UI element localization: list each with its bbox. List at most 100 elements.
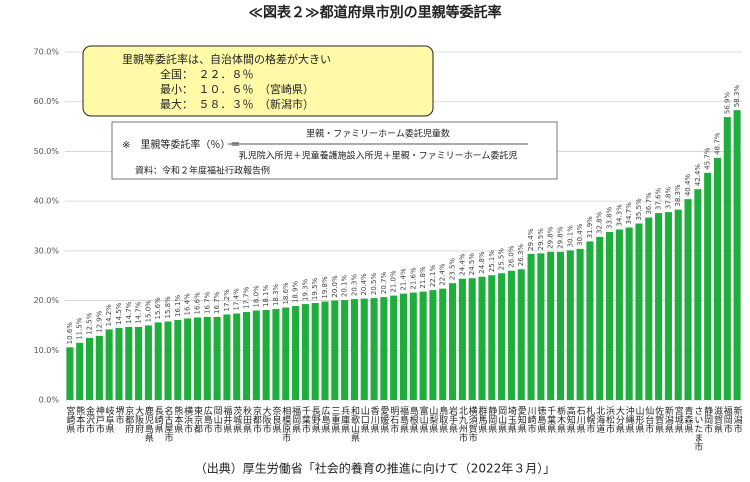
x-tick-label: 高知県 (565, 405, 576, 434)
value-label: 12.9% (95, 310, 103, 333)
x-tick-label: 三重県 (329, 406, 340, 434)
summary-line: 全国： ２２．８％ (160, 67, 254, 81)
bar (174, 319, 182, 400)
x-tick-label: 栃木県 (555, 405, 566, 434)
value-label: 21.4% (400, 268, 408, 291)
bar (380, 297, 388, 400)
value-label: 33.8% (606, 206, 614, 229)
bar (242, 312, 251, 400)
x-tick-label: 山梨県 (427, 406, 438, 434)
bar (625, 227, 633, 400)
x-tick-label: 福岡市 (722, 405, 733, 434)
value-label: 48.7% (713, 132, 721, 155)
value-label: 18.1% (262, 284, 270, 307)
y-tick-label: 70.0% (34, 48, 60, 57)
x-tick-label: 東京都 (192, 405, 203, 434)
bar (203, 316, 211, 400)
x-tick-label: 群馬県 (476, 405, 487, 434)
x-tick-label: 名古屋市 (163, 405, 174, 443)
x-tick-label: 福岡県 (290, 405, 301, 434)
value-label: 14.2% (105, 304, 113, 327)
bar (115, 327, 123, 400)
x-tick-label: 青森県 (683, 405, 694, 434)
value-label: 17.2% (223, 289, 231, 312)
x-tick-label: 愛知県 (516, 405, 527, 434)
bar (184, 318, 192, 400)
formula-numerator: 里親・ファミリーホーム委託児童数 (306, 128, 450, 140)
bar (713, 157, 722, 400)
x-tick-label: 沖縄県 (624, 405, 635, 434)
value-label: 10.6% (66, 322, 74, 345)
x-tick-label: 北九州市 (457, 406, 468, 443)
bar (527, 253, 535, 400)
value-label: 34.7% (625, 202, 633, 225)
y-tick-label: 10.0% (34, 346, 60, 355)
x-tick-label: 鳥取県 (437, 405, 448, 434)
bar (419, 291, 427, 400)
value-label: 22.1% (429, 265, 437, 288)
bar (674, 209, 682, 400)
x-tick-label: 京都市 (251, 405, 262, 434)
bar (301, 304, 309, 400)
value-label: 26.0% (507, 245, 515, 268)
y-tick-label: 20.0% (34, 296, 60, 305)
bar (547, 251, 555, 400)
value-label: 22.4% (439, 263, 447, 286)
x-tick-label: 宮崎県 (64, 405, 75, 434)
value-label: 29.8% (547, 226, 555, 249)
x-tick-label: 横浜市 (182, 405, 193, 434)
x-tick-label: 香川県 (369, 406, 380, 434)
bar (370, 298, 378, 400)
value-label: 16.6% (193, 292, 201, 315)
bar (439, 288, 447, 400)
summary-line: 里親等委託率は、自治体間の格差が大きい (122, 52, 331, 66)
value-label: 23.5% (449, 258, 457, 281)
x-tick-label: 明石市 (388, 406, 399, 434)
bar (449, 283, 457, 400)
y-tick-label: 50.0% (34, 147, 60, 156)
x-tick-label: 新潟県 (663, 405, 674, 434)
value-label: 20.3% (350, 273, 358, 296)
bar (458, 278, 466, 400)
value-label: 21.8% (419, 266, 427, 289)
x-tick-label: 富山県 (418, 405, 429, 434)
x-tick-label: 鹿児島県 (143, 405, 154, 443)
bar (164, 321, 172, 400)
bar (645, 217, 653, 400)
y-tick-label: 40.0% (34, 197, 60, 206)
x-tick-label: 長野県 (310, 406, 321, 434)
bar (507, 270, 515, 400)
value-label: 58.3% (733, 85, 741, 108)
bar (321, 301, 329, 400)
x-tick-label: 熊本県 (172, 405, 183, 434)
formula-denominator: 乳児院入所児＋児童養護施設入所児＋里親・ファミリーホーム委託児 (239, 150, 518, 162)
x-tick-label: 島根県 (408, 405, 419, 434)
formula-note: 資料：令和２年度福祉行政報告例 (135, 165, 270, 177)
x-tick-label: 広島市 (202, 405, 213, 434)
value-label: 15.0% (144, 300, 152, 323)
value-label: 30.4% (576, 223, 584, 246)
x-tick-label: 岩手県 (447, 405, 458, 434)
bar (478, 276, 486, 400)
value-label: 38.3% (674, 184, 682, 207)
bar (586, 241, 594, 400)
value-label: 20.4% (360, 273, 368, 296)
value-label: 15.6% (154, 297, 162, 320)
bar (125, 326, 133, 400)
x-tick-label: 浜松市 (604, 406, 615, 434)
x-tick-label: 堺市 (113, 405, 124, 425)
x-tick-label: 愛媛県 (378, 405, 389, 434)
x-tick-label: 埼玉県 (506, 405, 517, 434)
x-tick-label: 宮城県 (673, 405, 684, 434)
value-label: 20.7% (380, 272, 388, 295)
value-label: 32.8% (596, 211, 604, 234)
bar (409, 292, 417, 400)
bar (556, 251, 565, 400)
summary-line: 最小： １０．６％ （宮崎県） (160, 82, 314, 96)
value-label: 19.8% (321, 276, 329, 299)
value-label: 56.9% (723, 92, 731, 115)
x-tick-label: 熊本市 (74, 405, 85, 434)
value-label: 19.5% (311, 277, 319, 300)
x-tick-label: 川崎市 (526, 406, 537, 434)
bar (498, 273, 506, 400)
